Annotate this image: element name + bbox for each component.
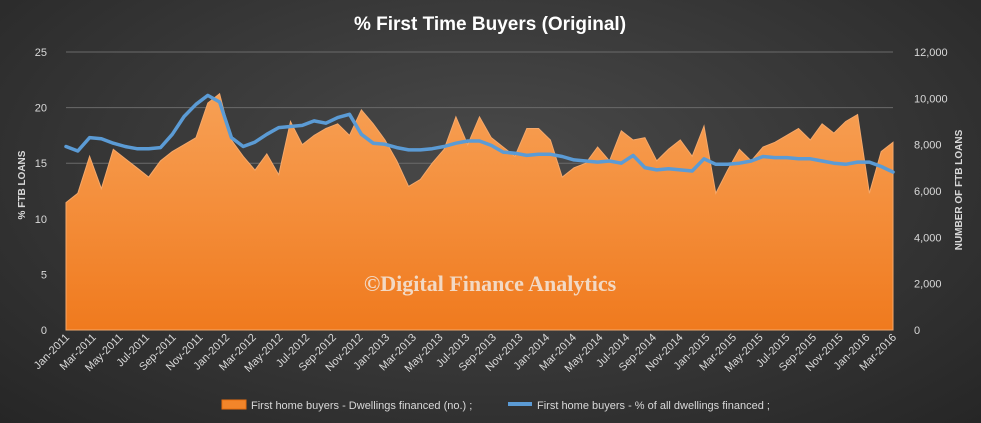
right-tick-label: 8,000 <box>914 140 942 152</box>
left-tick-label: 15 <box>35 158 47 170</box>
legend-area-swatch <box>221 399 247 410</box>
left-axis-ticks: 0 5 10 15 20 25 <box>35 47 47 337</box>
chart-title: % First Time Buyers (Original) <box>354 14 626 35</box>
right-tick-label: 6,000 <box>914 186 942 198</box>
right-tick-label: 12,000 <box>914 47 948 59</box>
right-axis-ticks: 0 2,000 4,000 6,000 8,000 10,000 12,000 <box>914 47 948 337</box>
legend-area-label: First home buyers - Dwellings financed (… <box>251 400 472 412</box>
right-axis-label: NUMBER OF FTB LOANS <box>954 129 965 250</box>
area-series-dwellings-financed <box>65 92 894 331</box>
line-series-pct-dwellings <box>64 93 895 174</box>
left-tick-label: 5 <box>41 269 47 281</box>
right-tick-label: 4,000 <box>914 232 942 244</box>
left-axis-label: % FTB LOANS <box>17 150 28 219</box>
left-tick-label: 25 <box>35 47 47 59</box>
area-series <box>65 92 894 331</box>
right-tick-label: 10,000 <box>914 93 948 105</box>
line-series <box>64 93 895 174</box>
left-tick-label: 0 <box>41 325 47 337</box>
left-tick-label: 10 <box>35 214 47 226</box>
legend: First home buyers - Dwellings financed (… <box>221 399 770 412</box>
watermark: ©Digital Finance Analytics <box>364 271 617 296</box>
legend-line-label: First home buyers - % of all dwellings f… <box>537 400 770 412</box>
right-tick-label: 0 <box>914 325 920 337</box>
left-tick-label: 20 <box>35 103 47 115</box>
right-tick-label: 2,000 <box>914 279 942 291</box>
x-axis-ticks: Jan-2011Mar-2011May-2011Jul-2011Sep-2011… <box>32 332 899 375</box>
